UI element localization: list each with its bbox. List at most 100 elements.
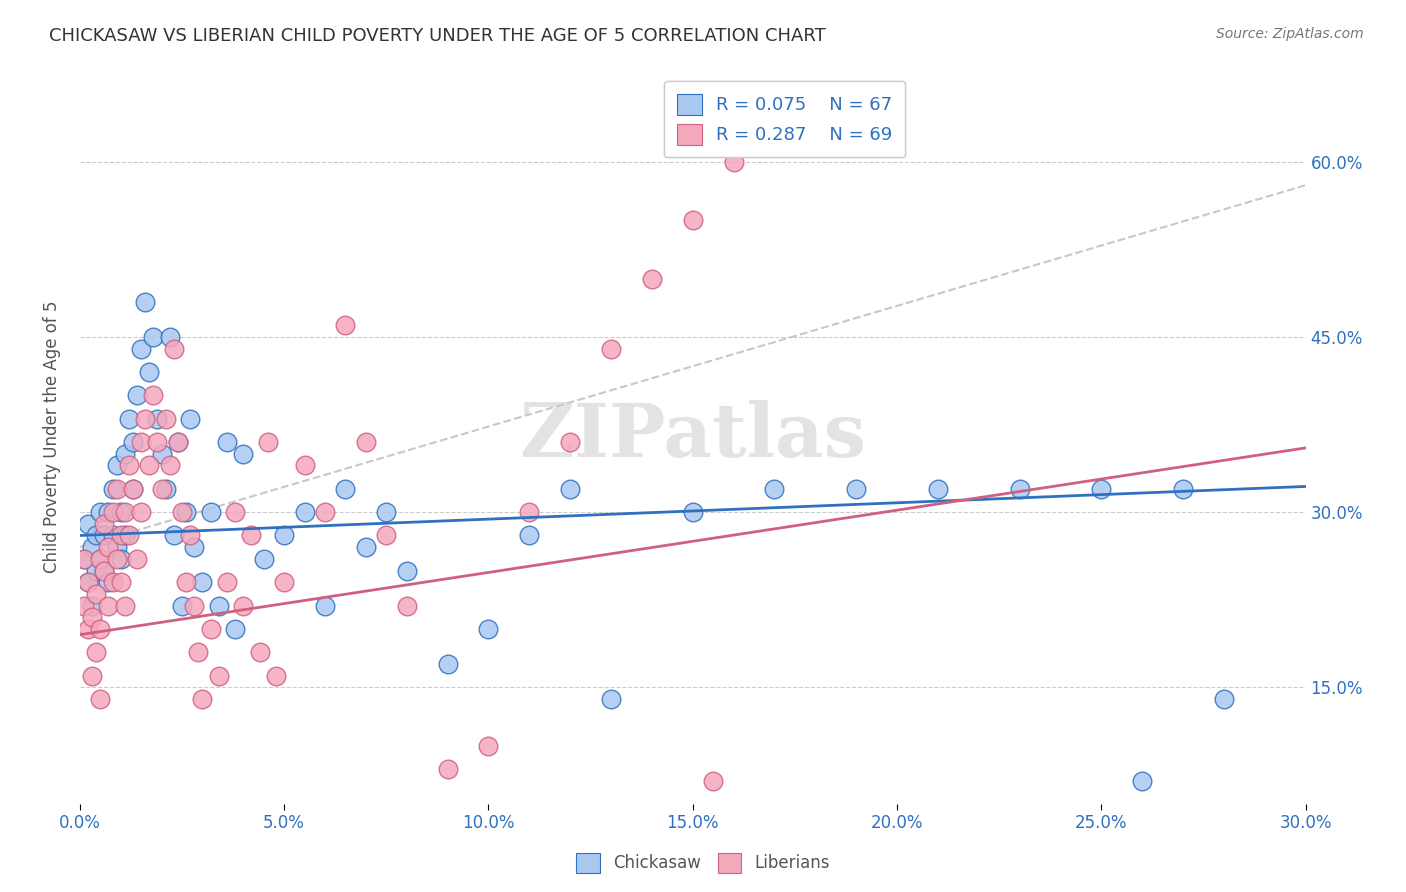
- Point: [264, 668, 287, 682]
- Point: [167, 435, 190, 450]
- Point: [477, 739, 499, 753]
- Point: [159, 330, 181, 344]
- Point: [155, 482, 177, 496]
- Point: [82, 668, 104, 682]
- Point: [110, 551, 132, 566]
- Point: [93, 516, 115, 531]
- Point: [163, 528, 186, 542]
- Point: [114, 528, 136, 542]
- Point: [517, 528, 540, 542]
- Point: [97, 505, 120, 519]
- Point: [1212, 692, 1234, 706]
- Point: [118, 528, 141, 542]
- Point: [517, 505, 540, 519]
- Point: [436, 762, 458, 776]
- Point: [1130, 773, 1153, 788]
- Point: [682, 213, 704, 227]
- Point: [183, 599, 205, 613]
- Point: [146, 411, 169, 425]
- Point: [82, 599, 104, 613]
- Point: [167, 435, 190, 450]
- Point: [723, 155, 745, 169]
- Point: [558, 482, 581, 496]
- Point: [97, 599, 120, 613]
- Point: [174, 575, 197, 590]
- Point: [600, 342, 623, 356]
- Legend: R = 0.075    N = 67, R = 0.287    N = 69: R = 0.075 N = 67, R = 0.287 N = 69: [664, 81, 905, 157]
- Point: [97, 575, 120, 590]
- Point: [101, 575, 124, 590]
- Point: [101, 482, 124, 496]
- Point: [105, 540, 128, 554]
- Point: [436, 657, 458, 671]
- Point: [77, 622, 100, 636]
- Point: [314, 505, 336, 519]
- Point: [375, 528, 398, 542]
- Point: [138, 458, 160, 473]
- Point: [208, 599, 231, 613]
- Point: [129, 505, 152, 519]
- Point: [101, 528, 124, 542]
- Point: [354, 435, 377, 450]
- Point: [122, 482, 145, 496]
- Point: [93, 564, 115, 578]
- Point: [114, 447, 136, 461]
- Point: [682, 505, 704, 519]
- Point: [558, 435, 581, 450]
- Point: [101, 505, 124, 519]
- Text: CHICKASAW VS LIBERIAN CHILD POVERTY UNDER THE AGE OF 5 CORRELATION CHART: CHICKASAW VS LIBERIAN CHILD POVERTY UNDE…: [49, 27, 825, 45]
- Point: [273, 528, 295, 542]
- Point: [1090, 482, 1112, 496]
- Point: [93, 564, 115, 578]
- Point: [118, 458, 141, 473]
- Point: [183, 540, 205, 554]
- Point: [122, 482, 145, 496]
- Point: [105, 482, 128, 496]
- Point: [142, 388, 165, 402]
- Point: [77, 516, 100, 531]
- Point: [240, 528, 263, 542]
- Point: [89, 622, 111, 636]
- Point: [150, 447, 173, 461]
- Point: [641, 271, 664, 285]
- Point: [114, 505, 136, 519]
- Point: [200, 505, 222, 519]
- Point: [89, 692, 111, 706]
- Point: [89, 551, 111, 566]
- Point: [335, 482, 357, 496]
- Point: [134, 411, 156, 425]
- Point: [215, 575, 238, 590]
- Point: [122, 435, 145, 450]
- Point: [200, 622, 222, 636]
- Point: [125, 388, 148, 402]
- Point: [105, 458, 128, 473]
- Point: [927, 482, 949, 496]
- Point: [170, 505, 193, 519]
- Point: [1008, 482, 1031, 496]
- Point: [273, 575, 295, 590]
- Point: [77, 575, 100, 590]
- Point: [89, 551, 111, 566]
- Point: [129, 435, 152, 450]
- Legend: Chickasaw, Liberians: Chickasaw, Liberians: [569, 847, 837, 880]
- Point: [215, 435, 238, 450]
- Point: [224, 505, 246, 519]
- Point: [129, 342, 152, 356]
- Point: [89, 505, 111, 519]
- Y-axis label: Child Poverty Under the Age of 5: Child Poverty Under the Age of 5: [44, 300, 60, 573]
- Point: [84, 528, 107, 542]
- Point: [84, 587, 107, 601]
- Point: [253, 551, 276, 566]
- Point: [84, 564, 107, 578]
- Point: [82, 610, 104, 624]
- Point: [477, 622, 499, 636]
- Point: [232, 599, 254, 613]
- Point: [335, 318, 357, 333]
- Point: [375, 505, 398, 519]
- Point: [159, 458, 181, 473]
- Point: [208, 668, 231, 682]
- Point: [256, 435, 278, 450]
- Point: [314, 599, 336, 613]
- Point: [294, 505, 316, 519]
- Point: [142, 330, 165, 344]
